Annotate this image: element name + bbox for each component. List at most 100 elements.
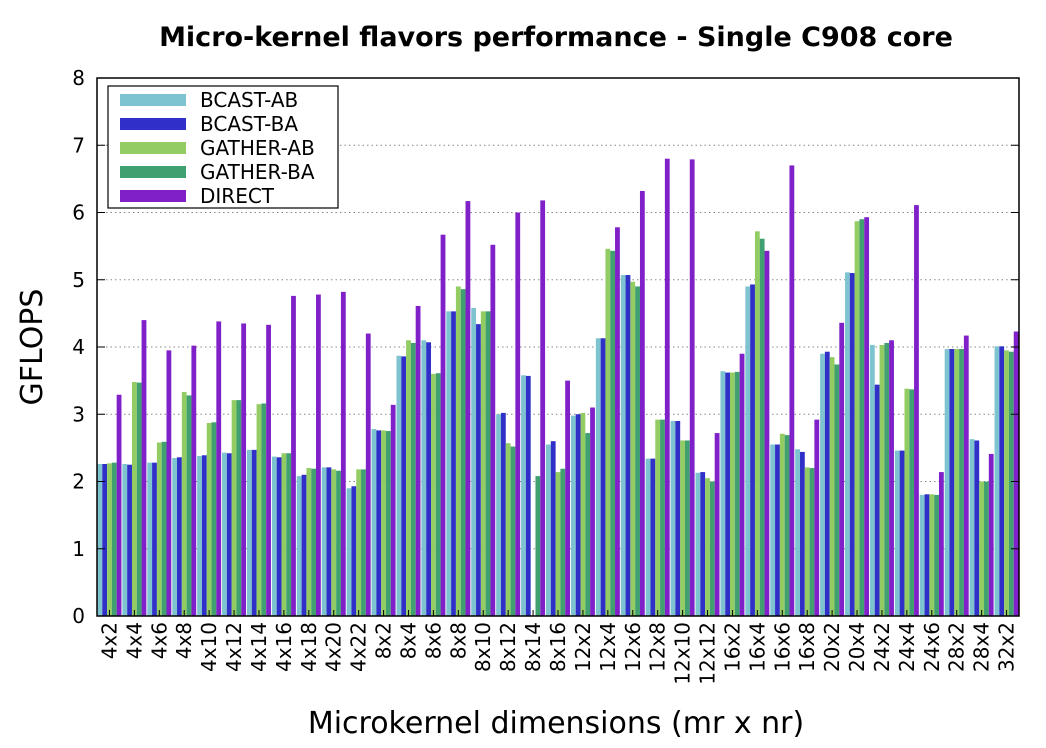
bar-bcast-ab	[546, 444, 551, 616]
bar-bcast-ab	[197, 455, 202, 616]
bar-bcast-ba	[775, 444, 780, 616]
bar-bcast-ab	[446, 311, 452, 616]
bar-gather-ba	[510, 446, 516, 616]
bar-direct	[963, 335, 969, 616]
x-tick-label: 12x4	[596, 622, 620, 672]
bar-gather-ba	[286, 453, 292, 616]
x-tick-label: 12x12	[696, 622, 720, 685]
bar-gather-ab	[630, 281, 636, 616]
x-tick-label: 4x16	[272, 622, 296, 672]
chart-title: Micro-kernel flavors performance - Singl…	[159, 22, 953, 53]
bar-bcast-ba	[700, 472, 706, 616]
bar-gather-ab	[381, 430, 386, 616]
bar-bcast-ab	[346, 488, 352, 616]
bar-gather-ab	[256, 404, 262, 616]
bar-gather-ba	[984, 481, 989, 616]
bar-direct	[639, 190, 645, 617]
bar-direct	[440, 234, 446, 616]
bar-direct	[316, 294, 321, 616]
bar-gather-ba	[460, 289, 466, 616]
x-tick-label: 8x6	[421, 622, 445, 659]
bar-bcast-ba	[874, 384, 880, 616]
x-tick-label: 4x20	[322, 622, 346, 672]
bar-bcast-ba	[625, 275, 631, 616]
bar-bcast-ba	[102, 464, 108, 616]
bar-gather-ab	[954, 349, 960, 616]
legend-label: GATHER-AB	[200, 136, 315, 160]
y-tick-label: 7	[72, 133, 85, 157]
y-axis-label: GFLOPS	[15, 289, 50, 406]
bar-bcast-ab	[645, 458, 651, 616]
bar-gather-ab	[1004, 350, 1009, 616]
bar-bcast-ba	[575, 414, 581, 616]
bar-bcast-ab	[396, 355, 402, 616]
bar-bcast-ab	[944, 349, 950, 616]
bar-gather-ba	[186, 395, 192, 616]
bar-gather-ab	[929, 494, 935, 616]
x-tick-label: 32x2	[995, 622, 1019, 672]
bar-bcast-ab	[421, 340, 427, 616]
bar-gather-ba	[211, 422, 217, 616]
bar-gather-ab	[131, 381, 137, 616]
legend-swatch	[120, 118, 186, 130]
x-tick-label: 24x2	[870, 622, 894, 672]
bar-bcast-ba	[152, 462, 157, 616]
bar-bcast-ba	[924, 494, 930, 616]
bar-gather-ba	[784, 435, 790, 616]
bar-gather-ba	[560, 468, 566, 616]
x-tick-label: 8x2	[372, 622, 396, 659]
bar-direct	[615, 227, 620, 617]
x-tick-label: 28x2	[945, 622, 969, 672]
x-tick-label: 8x12	[496, 622, 520, 672]
bar-bcast-ba	[500, 412, 506, 616]
bar-bcast-ba	[650, 458, 656, 616]
bar-bcast-ab	[770, 444, 776, 616]
bar-bcast-ab	[720, 371, 726, 616]
bar-gather-ab	[181, 392, 187, 616]
bar-bcast-ab	[969, 439, 975, 616]
bar-bcast-ab	[271, 456, 277, 616]
bar-bcast-ab	[296, 476, 302, 616]
bar-bcast-ab	[620, 275, 626, 616]
bar-gather-ba	[635, 286, 640, 616]
x-tick-label: 8x8	[446, 622, 470, 659]
legend-label: BCAST-BA	[200, 112, 298, 136]
y-tick-label: 6	[72, 201, 85, 225]
bar-direct	[216, 321, 222, 616]
bar-gather-ba	[734, 371, 740, 616]
bar-gather-ab	[306, 468, 312, 616]
bar-gather-ba	[660, 419, 665, 616]
bar-bcast-ba	[351, 486, 357, 616]
bar-bcast-ba	[276, 457, 282, 616]
bar-direct	[814, 419, 820, 616]
bar-gather-ba	[884, 342, 890, 616]
bar-gather-ba	[809, 468, 815, 616]
bar-bcast-ba	[476, 324, 481, 616]
bar-gather-ab	[904, 388, 910, 616]
bar-direct	[291, 295, 296, 616]
bar-bcast-ba	[600, 338, 606, 616]
y-tick-label: 0	[72, 604, 85, 628]
x-tick-label: 16x2	[720, 622, 744, 672]
x-tick-label: 12x6	[621, 622, 645, 672]
legend-swatch	[120, 94, 186, 106]
bar-gather-ab	[730, 372, 735, 616]
bar-direct	[490, 244, 496, 616]
bar-gather-ba	[361, 469, 366, 616]
bar-bcast-ab	[869, 344, 875, 616]
bar-direct	[789, 165, 795, 616]
bar-bcast-ab	[172, 457, 178, 616]
bar-bcast-ab	[745, 286, 751, 616]
y-tick-label: 3	[72, 402, 85, 426]
bar-bcast-ba	[301, 474, 307, 616]
bar-direct	[241, 323, 247, 616]
bar-direct	[266, 324, 271, 616]
bar-bcast-ab	[122, 464, 128, 616]
bar-gather-ab	[505, 443, 511, 616]
bar-gather-ba	[610, 250, 616, 616]
bar-direct	[515, 212, 521, 616]
bar-direct	[914, 205, 919, 616]
bar-direct	[415, 305, 421, 616]
